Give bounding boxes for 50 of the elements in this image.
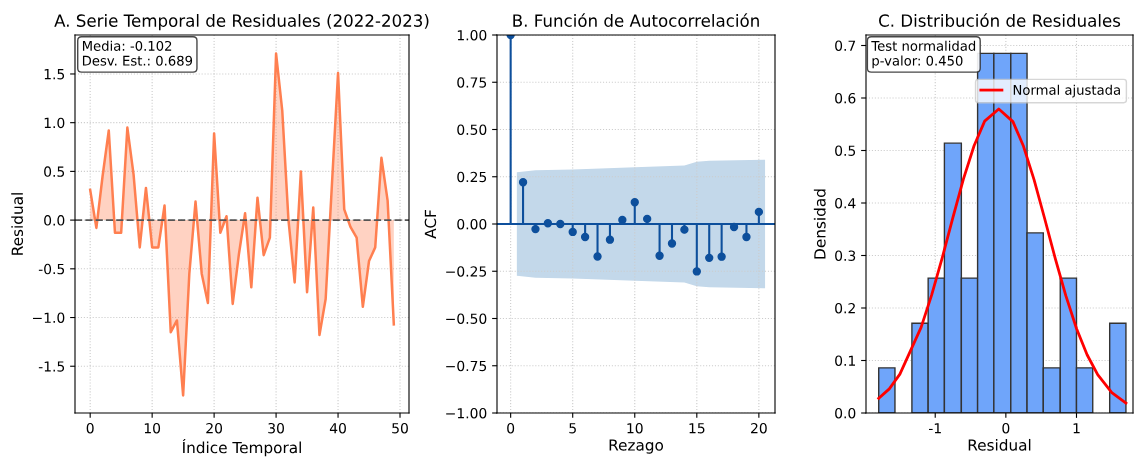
y-tick-label: 0.5 <box>44 166 65 177</box>
x-tick-label: 0 <box>86 422 94 434</box>
y-tick-label: 0.6 <box>835 92 856 104</box>
y-tick-label: 0.7 <box>835 40 856 51</box>
x-tick-label: 1 <box>1073 423 1080 434</box>
y-tick-label: −0.75 <box>446 360 487 372</box>
y-tick-label: 1.5 <box>44 69 65 80</box>
x-tick-label: -1 <box>928 423 941 434</box>
y-tick-label: 0.0 <box>44 215 65 226</box>
x-axis-title: Residual <box>968 438 1031 451</box>
y-tick-label: −1.00 <box>446 407 487 419</box>
x-tick-label: 30 <box>268 422 284 434</box>
x-tick-label: 5 <box>569 423 576 434</box>
y-tick-label: 0.00 <box>457 218 487 230</box>
x-tick-label: 20 <box>206 422 223 434</box>
y-tick-label: 0.4 <box>835 197 856 209</box>
y-tick-label: 0.5 <box>835 145 856 156</box>
x-tick-label: 20 <box>751 422 767 434</box>
y-tick-label: -0.5 <box>38 263 65 275</box>
y-axis-title: Residual <box>11 193 24 255</box>
x-tick-label: 50 <box>392 422 408 434</box>
chart-title: A. Serie Temporal de Residuales (2022-2023) <box>54 14 429 31</box>
y-tick-label: 1.0 <box>44 117 65 129</box>
annotation: Test normalidad p-valor: 0.450 <box>871 40 976 69</box>
x-axis-title: Índice Temporal <box>182 438 301 457</box>
y-tick-label: 1.00 <box>457 29 487 41</box>
y-axis-title: Densidad <box>813 189 826 259</box>
y-tick-label: −1.0 <box>33 312 65 323</box>
y-tick-label: 0.25 <box>457 171 487 183</box>
x-axis-title: Rezago <box>609 439 664 454</box>
y-axis-title: ACF <box>424 210 437 239</box>
x-tick-label: 15 <box>689 423 705 434</box>
y-tick-label: 0.3 <box>835 250 856 261</box>
x-tick-label: 10 <box>627 422 643 434</box>
y-tick-label: -1.5 <box>38 361 65 372</box>
chart-title: B. Función de Autocorrelación <box>513 13 759 27</box>
y-tick-label: −0.25 <box>446 266 487 277</box>
x-tick-label: 10 <box>144 422 161 434</box>
y-tick-label: 0.50 <box>457 124 487 135</box>
y-tick-label: 0.2 <box>835 302 855 314</box>
x-tick-label: 0 <box>1002 422 1010 434</box>
y-tick-label: 0.75 <box>457 77 487 88</box>
annotation: Media: -0.102 Desv. Est.: 0.689 <box>82 40 193 66</box>
legend-label: Normal ajustada <box>1013 84 1120 98</box>
y-tick-label: 0.1 <box>835 355 855 366</box>
y-tick-label: −0.50 <box>446 313 487 324</box>
x-tick-label: 0 <box>507 422 515 434</box>
y-tick-label: 0.0 <box>835 407 856 419</box>
chart-title: C. Distribución de Residuales <box>879 13 1121 27</box>
x-tick-label: 40 <box>329 422 346 434</box>
